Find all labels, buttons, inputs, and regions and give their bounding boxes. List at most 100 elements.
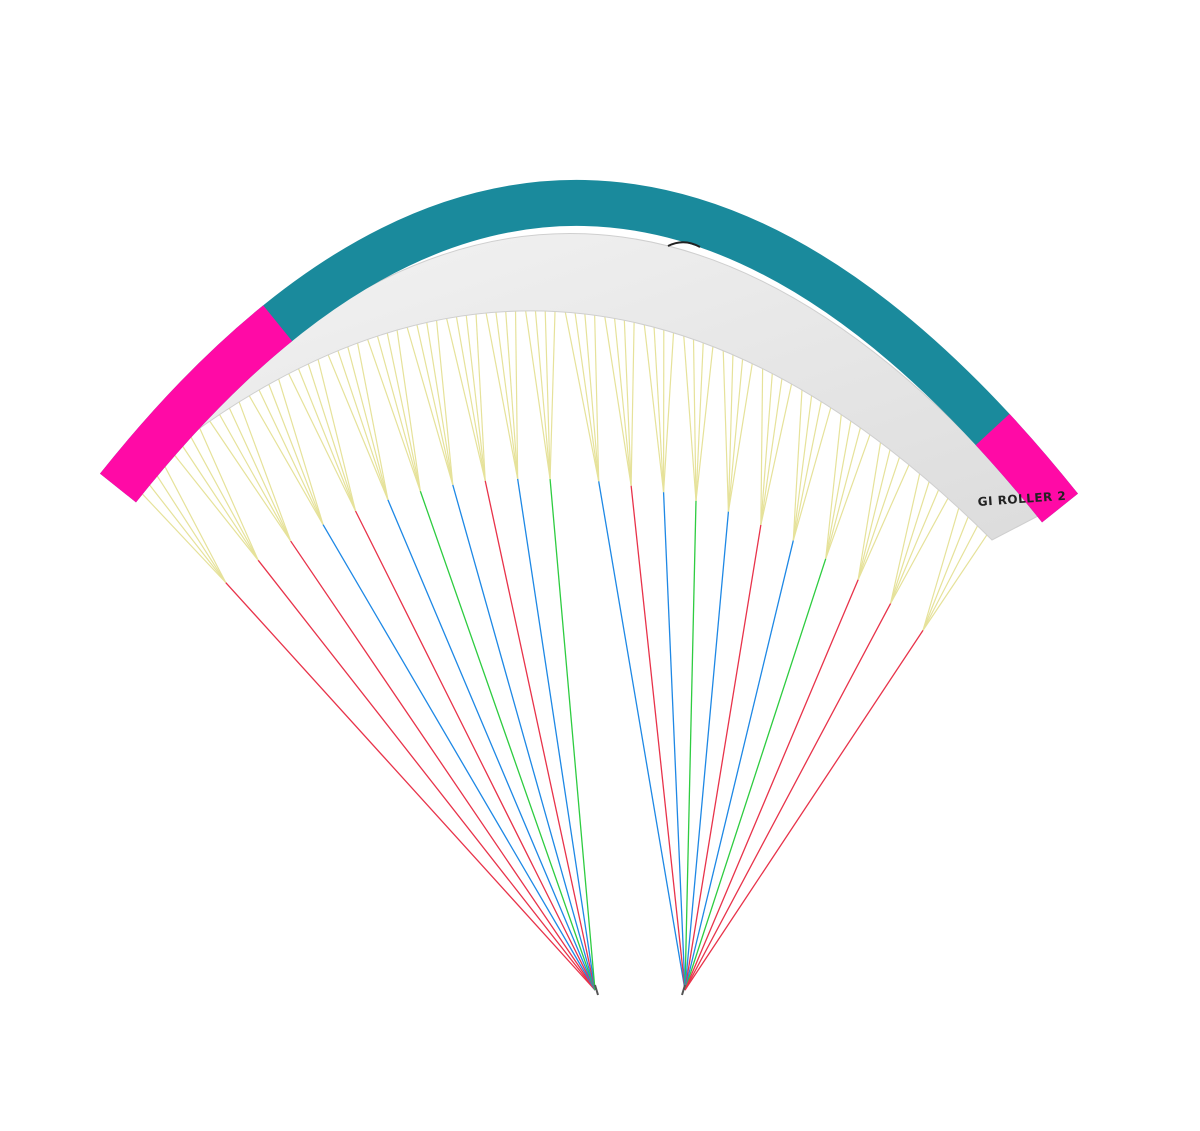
line [228,406,292,542]
line [406,325,454,486]
line [248,394,324,525]
line [435,318,454,486]
line [760,365,764,525]
line [890,493,952,604]
line [922,529,991,631]
line [514,309,519,479]
line [695,339,704,501]
line [225,582,596,991]
canopy-underside [124,232,1041,541]
line [727,351,734,512]
line [630,320,635,486]
line [416,323,454,486]
line [267,382,324,525]
line [662,330,675,493]
line [485,311,519,480]
line [760,374,784,526]
line [386,331,421,492]
line [290,540,596,991]
line [139,472,227,584]
suspension-lines [129,309,991,996]
line [465,313,486,481]
line [425,321,454,486]
line [681,984,686,996]
line [890,484,942,604]
line [598,481,686,991]
line [149,464,227,583]
line [564,310,600,482]
line [857,460,912,580]
line [692,336,697,501]
line [695,343,714,501]
line [584,312,600,482]
line [857,452,902,580]
canopy-tips [100,179,1078,523]
line [354,510,596,991]
line [825,423,863,559]
line [857,444,892,580]
line [505,309,519,479]
line [346,345,389,501]
line [792,391,813,541]
line [760,380,793,526]
line [218,413,292,542]
line [549,309,556,480]
line [517,478,596,991]
line [922,520,981,631]
line [825,410,843,559]
line [613,316,632,486]
line [419,491,596,991]
line [287,372,357,512]
line [792,403,833,541]
logo [667,241,701,248]
line [727,360,754,512]
line [857,437,882,580]
line [653,324,665,493]
line [760,369,774,525]
line [549,479,596,991]
line [623,318,632,486]
line [684,558,827,991]
line [387,499,596,991]
line [825,416,853,559]
line [722,347,730,512]
line [889,476,932,604]
line [178,440,259,561]
line [682,333,697,501]
line [594,984,599,996]
wing-label: GI ROLLER 2 [977,489,1066,509]
line [574,311,600,482]
line [792,397,823,541]
line [257,559,596,991]
line [544,309,551,480]
line [684,524,762,991]
line [452,484,596,991]
line [534,309,551,480]
line [336,349,389,501]
line [307,362,357,512]
line [356,341,389,501]
line [366,338,421,492]
line [317,357,357,512]
line [684,540,794,991]
line [792,385,803,541]
line [327,353,389,501]
line [684,500,697,991]
line [396,328,421,492]
line [495,310,519,480]
line [825,430,872,559]
line [889,468,922,604]
line [159,456,227,583]
line [188,433,259,561]
line [208,419,292,542]
line [922,502,961,631]
line [727,355,744,512]
line [524,309,551,480]
line [594,313,600,482]
line [169,448,259,561]
line [684,630,924,991]
line [445,316,486,482]
line [475,312,486,481]
